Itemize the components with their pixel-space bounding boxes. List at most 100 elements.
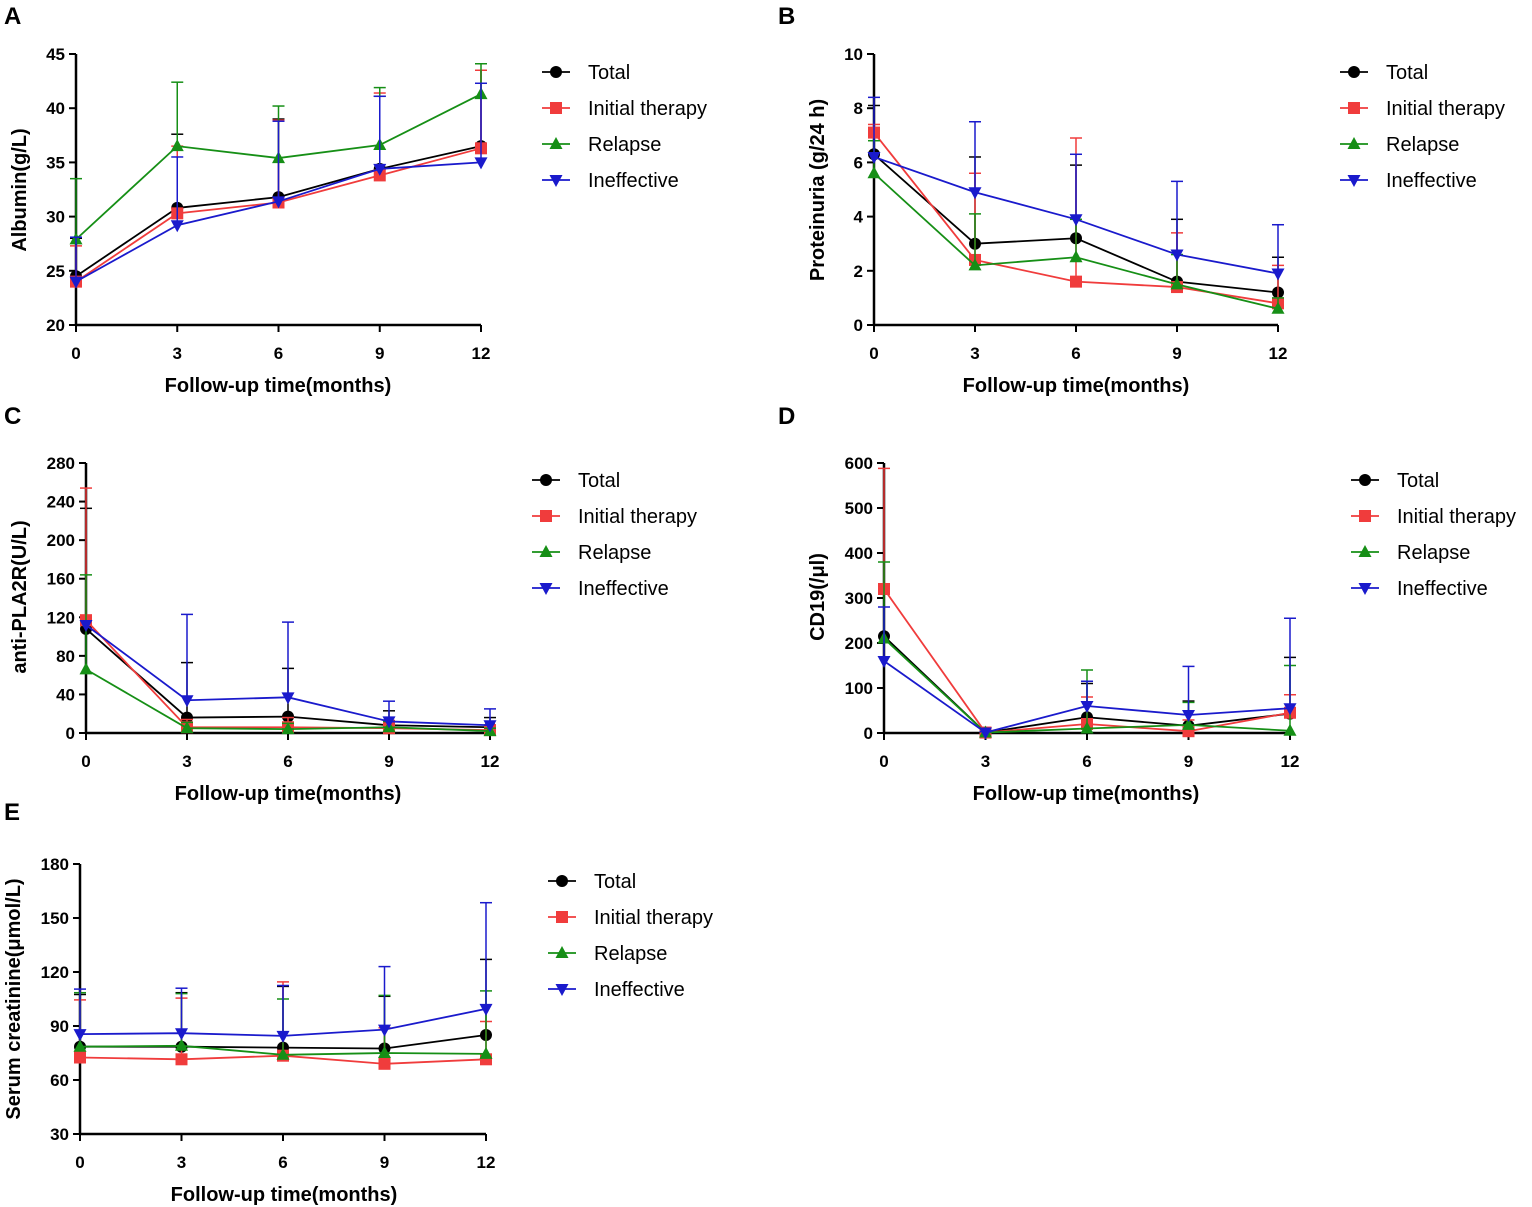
axes-e: 30 60 90 120 150 180 0 3 6 9 12: [41, 855, 496, 1172]
legend-marker: [539, 583, 553, 595]
x-axis-title-b: Follow-up time(months): [963, 375, 1190, 397]
panel-e: E Serum creatinine(μmol/L) Follow-up tim…: [3, 799, 713, 1206]
data-point: [867, 151, 881, 164]
y-tick-label-c: 200: [47, 531, 75, 550]
x-tick-label-e: 12: [477, 1153, 496, 1172]
data-point: [1170, 249, 1184, 262]
series-b-relapse: [867, 139, 1285, 314]
y-tick-label-b: 10: [844, 45, 863, 64]
legend-item: Relapse: [542, 134, 661, 156]
data-point: [69, 276, 83, 289]
data-point: [1080, 701, 1094, 713]
data-point: [180, 721, 194, 734]
legend-label: Relapse: [588, 134, 661, 156]
y-axis-title-b: Proteinuria (g/24 h): [807, 99, 829, 281]
data-point: [74, 1051, 86, 1064]
x-tick-label-b: 3: [970, 344, 979, 363]
legend-marker: [540, 474, 552, 486]
legend-marker: [1348, 66, 1360, 78]
data-point: [180, 695, 194, 708]
data-point: [877, 656, 891, 668]
legend-marker: [556, 911, 568, 923]
y-tick-label-c: 160: [47, 570, 75, 589]
legend-e: Total Initial therapy Relapse Ineffective: [548, 871, 713, 1001]
data-point: [378, 1024, 391, 1037]
legend-item: Total: [532, 470, 620, 492]
legend-item: Initial therapy: [542, 98, 707, 120]
data-point: [276, 1030, 290, 1043]
data-point: [170, 139, 184, 152]
x-axis-title-c: Follow-up time(months): [175, 783, 402, 805]
x-tick-label-d: 12: [1281, 752, 1300, 771]
legend-item: Total: [1340, 62, 1428, 84]
y-tick-label-a: 35: [46, 153, 65, 172]
panel-d: D CD19(/μl) Follow-up time(months) 0 100 2…: [778, 403, 1516, 805]
legend-marker: [550, 102, 562, 114]
x-tick-label-d: 9: [1184, 752, 1193, 771]
data-point: [378, 1046, 391, 1058]
x-tick-label-a: 9: [375, 344, 384, 363]
legend-marker: [550, 66, 562, 78]
legend-marker: [1358, 583, 1372, 595]
legend-label: Initial therapy: [1386, 98, 1505, 120]
legend-item: Relapse: [532, 542, 651, 564]
x-tick-label-b: 9: [1172, 344, 1181, 363]
y-tick-label-e: 30: [50, 1125, 69, 1144]
legend-item: Ineffective: [1340, 170, 1477, 192]
data-point: [181, 711, 193, 724]
series-e-ineffective: [73, 901, 493, 1043]
legend-marker: [1347, 175, 1361, 187]
data-point: [1283, 703, 1297, 716]
y-tick-label-c: 240: [47, 493, 75, 512]
x-tick-label-d: 6: [1082, 752, 1091, 771]
data-point: [73, 1029, 87, 1042]
x-tick-label-b: 12: [1269, 344, 1288, 363]
x-tick-label-c: 3: [182, 752, 191, 771]
x-tick-label-a: 3: [173, 344, 182, 363]
legend-item: Ineffective: [1351, 578, 1488, 600]
legend-marker: [1359, 474, 1371, 486]
legend-marker: [549, 175, 563, 187]
legend-item: Ineffective: [548, 979, 685, 1001]
y-tick-label-a: 25: [46, 262, 65, 281]
panel-b: B Proteinuria (g/24 h) Follow-up time(mo…: [778, 3, 1505, 397]
legend-marker: [1359, 510, 1371, 522]
data-point: [1271, 268, 1285, 281]
legend-label: Total: [578, 470, 620, 492]
x-axis-title-e: Follow-up time(months): [171, 1184, 398, 1206]
panel-letter-b: B: [778, 3, 795, 30]
data-point: [1070, 275, 1082, 288]
y-tick-label-d: 100: [845, 679, 873, 698]
y-axis-title-d: CD19(/μl): [807, 553, 829, 641]
data-point: [281, 722, 295, 735]
series-c-ineffective: [79, 613, 497, 733]
data-point: [474, 157, 488, 170]
x-tick-label-a: 12: [472, 344, 491, 363]
data-point: [282, 710, 294, 723]
legend-item: Initial therapy: [1340, 98, 1505, 120]
data-point: [1170, 277, 1184, 290]
panel-a: A Albumin(g/L) Follow-up time(months) 20…: [4, 3, 707, 397]
data-point: [79, 662, 93, 675]
data-point: [272, 196, 285, 209]
y-tick-label-e: 180: [41, 855, 69, 874]
y-tick-label-e: 90: [50, 1017, 69, 1036]
y-axis-title-e: Serum creatinine(μmol/L): [3, 878, 25, 1119]
legend-label: Relapse: [594, 943, 667, 965]
x-tick-label-a: 0: [71, 344, 80, 363]
legend-label: Ineffective: [1386, 170, 1477, 192]
legend-marker: [555, 946, 569, 958]
x-tick-label-e: 3: [177, 1153, 186, 1172]
panel-letter-d: D: [778, 403, 795, 430]
legend-item: Ineffective: [542, 170, 679, 192]
data-point: [1182, 710, 1195, 722]
data-point: [979, 727, 992, 740]
data-point: [175, 1038, 188, 1051]
data-point: [483, 720, 497, 733]
y-tick-label-c: 40: [56, 685, 75, 704]
axes-a: 20 25 30 35 40 45 0 3 6 9 12: [46, 45, 490, 363]
x-tick-label-d: 0: [879, 752, 888, 771]
panel-c: C anti-PLA2R(U/L) Follow-up time(months)…: [4, 403, 697, 805]
y-tick-label-b: 4: [854, 208, 864, 227]
